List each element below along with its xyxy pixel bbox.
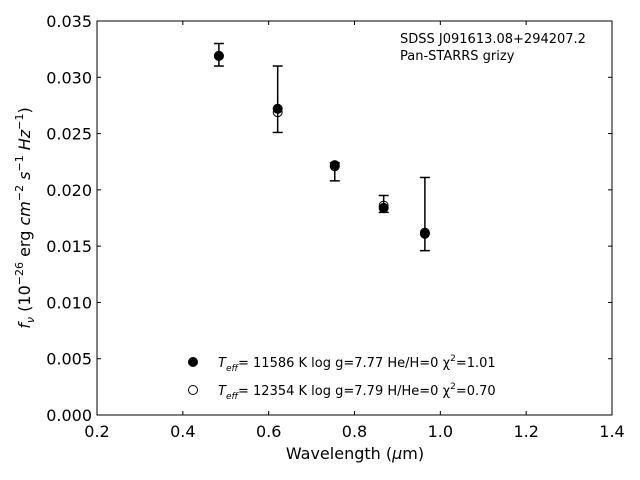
filled-point-4 <box>419 228 430 239</box>
x-tick-label-6: 1.4 <box>599 422 624 441</box>
legend: Teff= 11586 K log g=7.77 He/H=0 χ2=1.01 … <box>188 354 496 402</box>
x-tick-label-2: 0.6 <box>256 422 281 441</box>
y-axis-label: fν (10−26 erg cm−2 s−1 Hz−1) <box>13 107 37 328</box>
x-tick-label-5: 1.2 <box>513 422 538 441</box>
y-tick-label-3: 0.015 <box>46 237 92 256</box>
x-tick-label-3: 0.8 <box>342 422 367 441</box>
plot-area: 0.2 0.4 0.6 0.8 1.0 1.2 1.4 0.000 0.005 0.010 0.01… <box>46 12 625 441</box>
legend-label-da-model: Teff= 11586 K log g=7.77 He/H=0 χ2=1.01 <box>218 354 496 374</box>
y-tick-label-0: 0.000 <box>46 406 92 425</box>
x-axis-label: Wavelength (μm) <box>286 444 424 463</box>
filled-point-0 <box>213 50 224 61</box>
x-tick-label-0: 0.2 <box>84 422 109 441</box>
filled-point-2 <box>329 160 340 171</box>
y-tick-label-2: 0.010 <box>46 293 92 312</box>
y-tick-label-5: 0.025 <box>46 125 92 144</box>
x-tick-label-4: 1.0 <box>428 422 453 441</box>
y-tick-label-7: 0.035 <box>46 12 92 31</box>
legend-marker-open <box>188 385 198 395</box>
filled-point-1 <box>272 103 283 114</box>
y-tick-label-4: 0.020 <box>46 181 92 200</box>
y-tick-label-6: 0.030 <box>46 68 92 87</box>
object-name-annotation: SDSS J091613.08+294207.2 <box>400 32 586 47</box>
y-tick-label-1: 0.005 <box>46 350 92 369</box>
filled-point-3 <box>378 202 389 213</box>
legend-marker-filled <box>188 357 198 367</box>
x-tick-label-1: 0.4 <box>170 422 195 441</box>
survey-annotation: Pan-STARRS grizy <box>400 49 515 64</box>
legend-label-db-model: Teff= 12354 K log g=7.79 H/He=0 χ2=0.70 <box>218 382 496 402</box>
